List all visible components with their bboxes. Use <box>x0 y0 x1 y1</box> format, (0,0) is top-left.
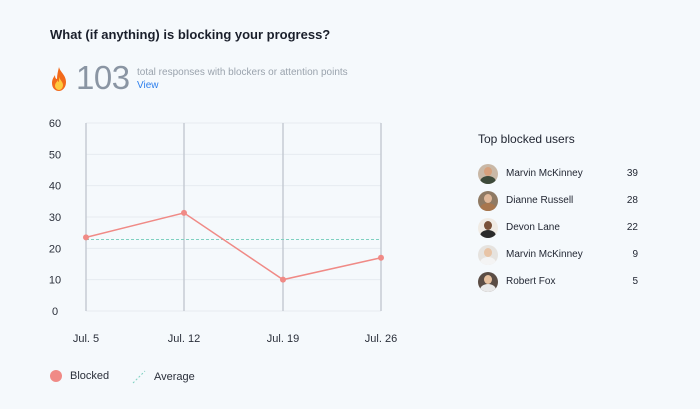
top-blocked-users: Top blocked users Marvin McKinney 39 Dia… <box>478 132 638 295</box>
y-tick-label: 30 <box>49 212 61 224</box>
blocked-point <box>280 276 286 283</box>
y-tick-label: 60 <box>49 118 61 130</box>
total-count: 103 <box>76 59 130 96</box>
user-name: Marvin McKinney <box>506 249 583 260</box>
avatar <box>478 217 498 238</box>
user-row[interactable]: Devon Lane 22 <box>478 214 638 241</box>
y-tick-label: 10 <box>49 275 61 287</box>
legend-blocked-label: Blocked <box>70 370 110 382</box>
blocked-marker-icon <box>50 370 62 382</box>
x-tick-label: Jul. 12 <box>168 333 200 345</box>
y-tick-label: 0 <box>52 306 58 318</box>
avatar <box>478 244 498 265</box>
user-count: 39 <box>626 168 638 179</box>
user-count: 9 <box>632 249 638 260</box>
user-count: 28 <box>626 195 638 206</box>
summary-description: total responses with blockers or attenti… <box>137 67 348 78</box>
user-name: Dianne Russell <box>506 195 574 206</box>
legend-average[interactable]: Average <box>132 370 195 384</box>
user-name: Marvin McKinney <box>506 168 583 179</box>
legend-blocked[interactable]: Blocked <box>50 370 109 382</box>
user-name: Robert Fox <box>506 276 556 287</box>
user-row[interactable]: Marvin McKinney 9 <box>478 241 638 268</box>
y-tick-label: 20 <box>49 243 61 255</box>
avatar <box>478 271 498 292</box>
blocked-point <box>83 234 89 241</box>
x-tick-label: Jul. 5 <box>73 333 99 345</box>
user-row[interactable]: Robert Fox 5 <box>478 268 638 295</box>
blocked-line <box>85 212 382 281</box>
legend-average-label: Average <box>154 371 195 383</box>
y-tick-label: 50 <box>49 149 61 161</box>
user-count: 5 <box>632 276 638 287</box>
avatar <box>478 163 498 184</box>
y-tick-label: 40 <box>49 181 61 193</box>
blocked-point <box>181 209 187 216</box>
user-row[interactable]: Marvin McKinney 39 <box>478 160 638 187</box>
user-name: Devon Lane <box>506 222 560 233</box>
top-users-title: Top blocked users <box>478 132 575 146</box>
x-tick-label: Jul. 19 <box>267 333 299 345</box>
avatar <box>478 190 498 211</box>
fire-icon <box>52 67 66 91</box>
user-count: 22 <box>626 222 638 233</box>
average-marker-icon <box>132 370 146 384</box>
x-tick-label: Jul. 26 <box>365 333 397 345</box>
view-link[interactable]: View <box>137 80 159 91</box>
user-row[interactable]: Dianne Russell 28 <box>478 187 638 214</box>
blocked-point <box>378 254 384 261</box>
question-title: What (if anything) is blocking your prog… <box>50 27 331 42</box>
